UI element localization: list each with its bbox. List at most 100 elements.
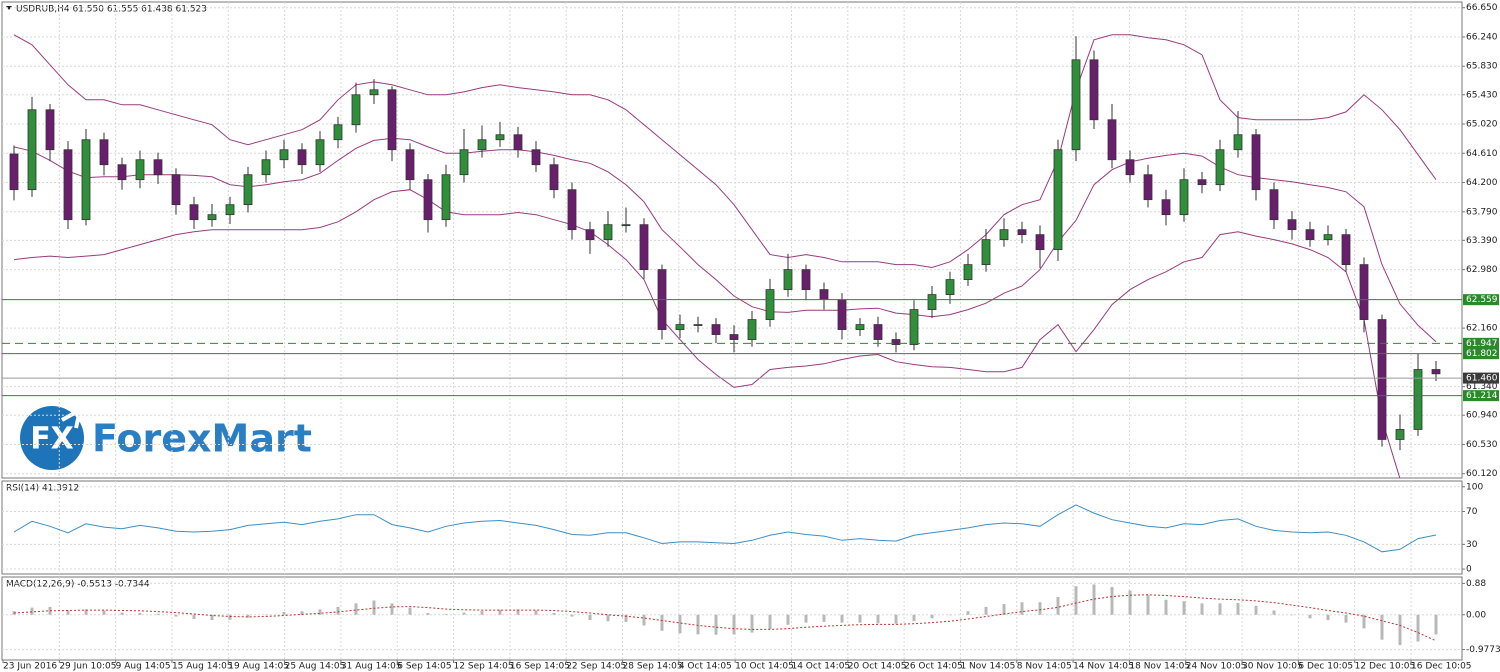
y-tick-label: 65.830 [1466,62,1498,72]
candle-body [621,224,631,227]
x-tick-label: 30 Nov 10:05 [1242,662,1303,672]
watermark: FX ForexMart [20,406,312,470]
x-tick-label: 23 Jun 2016 [3,662,57,672]
macd-bar [102,610,106,615]
level-label-bg [1463,372,1499,384]
y-tick-label: 62.980 [1466,265,1498,275]
macd-bar [804,614,808,623]
macd-bar [696,614,700,635]
macd-bar [588,614,592,621]
macd-bar [1200,603,1204,615]
macd-bar [1038,602,1042,615]
candle-body [927,294,937,310]
x-tick-label: 1 Nov 14:05 [960,662,1015,672]
candle-body [1071,59,1081,151]
candle-body [1089,59,1099,121]
candle-body [945,279,955,295]
macd-bar [66,610,70,615]
candle-body [1125,159,1135,176]
bollinger-upper [13,34,1437,269]
x-tick-label: 8 Nov 14:05 [1017,662,1072,672]
macd-bar [1236,603,1240,615]
candle-body [117,164,127,181]
candle-body [9,153,19,191]
x-tick-label: 6 Dec 10:05 [1298,662,1353,672]
y-tick-label: 0.00 [1466,610,1486,620]
bollinger-lower [13,189,1401,478]
logo-text: ForexMart [92,417,312,461]
candle-body [549,164,559,191]
macd-bar [192,614,196,620]
candle-body [1161,199,1171,216]
macd-bar [1272,610,1276,615]
macd-bar [516,609,520,615]
x-tick-label: 9 Aug 14:05 [116,662,171,672]
macd-bar [354,603,358,615]
rsi-line [13,504,1437,553]
candle-body [1341,234,1351,266]
y-tick-label: 66.650 [1466,3,1498,13]
candle-body [1323,234,1333,241]
logo-arrow [61,406,83,429]
x-tick-label: 24 Nov 10:05 [1186,662,1247,672]
candle-body [1179,179,1189,216]
x-tick-label: 12 Dec 10:05 [1355,662,1416,672]
x-tick-label: 10 Oct 14:05 [735,662,794,672]
macd-bar [264,614,268,616]
menu-arrow [6,6,12,10]
y-tick-label: 0.88 [1466,579,1486,589]
candle-body [1269,189,1279,221]
candle-body [243,174,253,206]
candle-body [153,159,163,176]
candle-body [837,299,847,330]
candle-body [1305,229,1315,241]
candle-body [891,339,901,345]
rsi-title: RSI(14) 41.3912 [6,484,79,494]
x-tick-label: 19 Aug 14:05 [228,662,289,672]
x-tick-label: 31 Aug 14:05 [341,662,402,672]
macd-bar [966,611,970,615]
x-tick-label: 20 Oct 14:05 [848,662,907,672]
candle-body [531,149,541,166]
x-tick-label: 4 Oct 14:05 [679,662,732,672]
candle-body [81,139,91,221]
macd-bar [606,614,610,622]
level-label-bg [1463,294,1499,306]
macd-bar [282,611,286,615]
x-tick-label: 15 Aug 14:05 [172,662,233,672]
macd-bar [30,607,34,615]
macd-bar [768,614,772,630]
y-tick-label: 60.530 [1466,440,1498,450]
y-tick-label: 70 [1466,507,1478,517]
candle-body [603,224,613,241]
macd-bar [678,614,682,634]
macd-title: MACD(12,26,9) -0.5513 -0.7344 [6,580,150,590]
level-label: 61.947 [1466,339,1498,349]
x-tick-label: 14 Oct 14:05 [791,662,850,672]
macd-bar [948,614,952,616]
candle-body [639,224,649,271]
level-label: 61.802 [1466,349,1498,359]
macd-bar [174,614,178,617]
candle-body [1377,319,1387,440]
macd-bar [822,614,826,622]
y-tick-label: 61.340 [1466,382,1498,392]
candle-body [585,229,595,241]
candle-body [405,149,415,181]
macd-bar [984,606,988,615]
rsi-panel [1,480,1463,575]
candle-body [1251,134,1261,191]
candle-body [783,269,793,290]
macd-bar [1290,614,1294,616]
x-tick-label: 25 Aug 14:05 [285,662,346,672]
macd-bar [1110,586,1114,615]
level-label: 62.559 [1466,295,1498,305]
candle-body [387,89,397,151]
candle-body [297,149,307,166]
macd-bar [1326,614,1330,621]
macd-bar [138,612,142,615]
macd-bar [552,612,556,615]
macd-bar [1182,601,1186,615]
macd-bar [228,614,232,620]
